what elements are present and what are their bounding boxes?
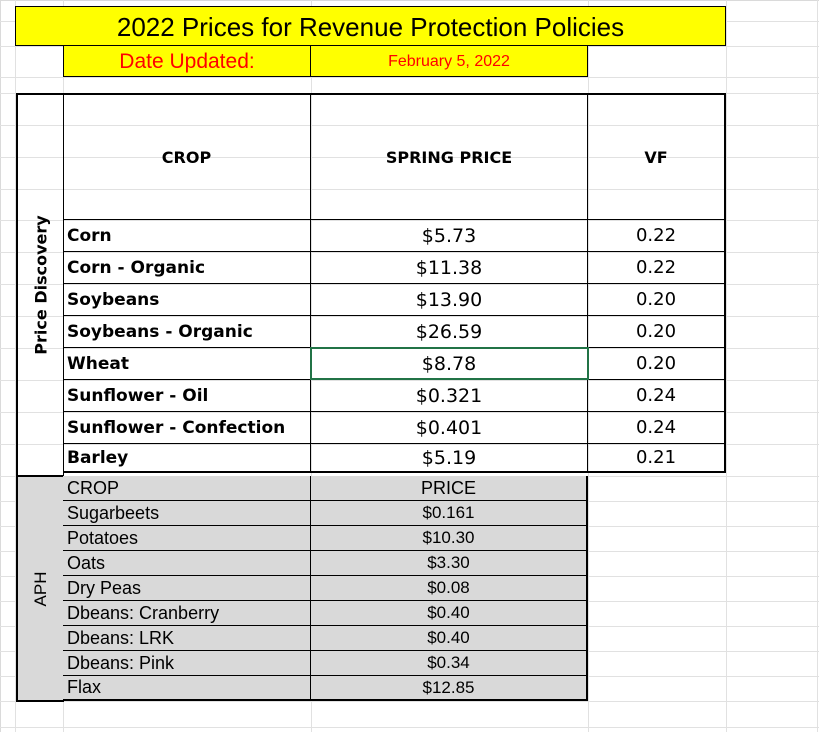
vf-cell[interactable]: 0.21 <box>588 444 726 471</box>
vf-cell[interactable]: 0.20 <box>588 348 726 379</box>
crop-cell[interactable]: Dry Peas <box>63 576 311 600</box>
table-row: Wheat $8.78 0.20 <box>63 347 726 380</box>
vf-cell[interactable]: 0.20 <box>588 284 726 315</box>
table-row: Sunflower - Confection $0.401 0.24 <box>63 412 726 444</box>
table-row: Flax $12.85 <box>63 676 588 701</box>
aph-header-crop[interactable]: CROP <box>63 476 311 500</box>
aph-price-table: CROP PRICE Sugarbeets $0.161 Potatoes $1… <box>63 476 588 701</box>
crop-cell[interactable]: Sunflower - Oil <box>63 380 311 411</box>
price-cell[interactable]: $0.40 <box>311 601 588 625</box>
table-row: Dbeans: LRK $0.40 <box>63 626 588 651</box>
crop-cell[interactable]: Soybeans - Organic <box>63 316 311 347</box>
table-row: Oats $3.30 <box>63 551 588 576</box>
table-row: Potatoes $10.30 <box>63 526 588 551</box>
table-row: Dbeans: Pink $0.34 <box>63 651 588 676</box>
vf-cell[interactable]: 0.22 <box>588 220 726 251</box>
price-cell[interactable]: $0.34 <box>311 651 588 675</box>
crop-cell[interactable]: Potatoes <box>63 526 311 550</box>
price-cell[interactable]: $0.40 <box>311 626 588 650</box>
price-discovery-label-text: Price Discovery <box>31 215 50 355</box>
aph-label-text: APH <box>30 571 50 606</box>
table-row: Corn $5.73 0.22 <box>63 220 726 252</box>
header-spring-price[interactable]: SPRING PRICE <box>311 93 588 220</box>
price-cell[interactable]: $0.08 <box>311 576 588 600</box>
table-row: Sugarbeets $0.161 <box>63 501 588 526</box>
price-discovery-side-label[interactable]: Price Discovery <box>16 93 64 477</box>
header-crop[interactable]: CROP <box>63 93 311 220</box>
crop-cell[interactable]: Wheat <box>63 348 311 379</box>
vf-cell[interactable]: 0.20 <box>588 316 726 347</box>
aph-header-row: CROP PRICE <box>63 476 588 501</box>
table-row: Barley $5.19 0.21 <box>63 444 726 473</box>
vf-cell[interactable]: 0.22 <box>588 252 726 283</box>
sheet-title[interactable]: 2022 Prices for Revenue Protection Polic… <box>15 6 726 46</box>
vf-cell[interactable]: 0.24 <box>588 412 726 443</box>
crop-cell[interactable]: Soybeans <box>63 284 311 315</box>
table-row: Soybeans - Organic $26.59 0.20 <box>63 316 726 348</box>
crop-cell[interactable]: Oats <box>63 551 311 575</box>
crop-cell[interactable]: Flax <box>63 676 311 699</box>
table-row: Dbeans: Cranberry $0.40 <box>63 601 588 626</box>
price-cell[interactable]: $0.401 <box>311 412 588 443</box>
vf-cell[interactable]: 0.24 <box>588 380 726 411</box>
crop-cell[interactable]: Corn <box>63 220 311 251</box>
price-cell[interactable]: $13.90 <box>311 284 588 315</box>
price-cell[interactable]: $10.30 <box>311 526 588 550</box>
crop-cell[interactable]: Sunflower - Confection <box>63 412 311 443</box>
date-updated-label[interactable]: Date Updated: <box>63 46 311 77</box>
selected-price-cell[interactable]: $8.78 <box>310 347 589 380</box>
crop-cell[interactable]: Barley <box>63 444 311 471</box>
price-cell[interactable]: $12.85 <box>311 676 588 699</box>
aph-header-price[interactable]: PRICE <box>311 476 588 500</box>
table-row: Sunflower - Oil $0.321 0.24 <box>63 380 726 412</box>
crop-cell[interactable]: Corn - Organic <box>63 252 311 283</box>
price-cell[interactable]: $26.59 <box>311 316 588 347</box>
crop-cell[interactable]: Dbeans: LRK <box>63 626 311 650</box>
crop-cell[interactable]: Dbeans: Pink <box>63 651 311 675</box>
table-row: Corn - Organic $11.38 0.22 <box>63 252 726 284</box>
date-updated-value[interactable]: February 5, 2022 <box>311 46 588 77</box>
price-cell[interactable]: $5.73 <box>311 220 588 251</box>
aph-side-label[interactable]: APH <box>16 476 64 702</box>
table-row: Soybeans $13.90 0.20 <box>63 284 726 316</box>
price-cell[interactable]: $0.321 <box>311 380 588 411</box>
price-cell[interactable]: $5.19 <box>311 444 588 471</box>
revenue-price-table: Corn $5.73 0.22 Corn - Organic $11.38 0.… <box>63 220 726 473</box>
price-cell[interactable]: $3.30 <box>311 551 588 575</box>
header-vf[interactable]: VF <box>588 93 726 220</box>
price-cell[interactable]: $11.38 <box>311 252 588 283</box>
price-cell[interactable]: $0.161 <box>311 501 588 525</box>
crop-cell[interactable]: Dbeans: Cranberry <box>63 601 311 625</box>
crop-cell[interactable]: Sugarbeets <box>63 501 311 525</box>
table-row: Dry Peas $0.08 <box>63 576 588 601</box>
